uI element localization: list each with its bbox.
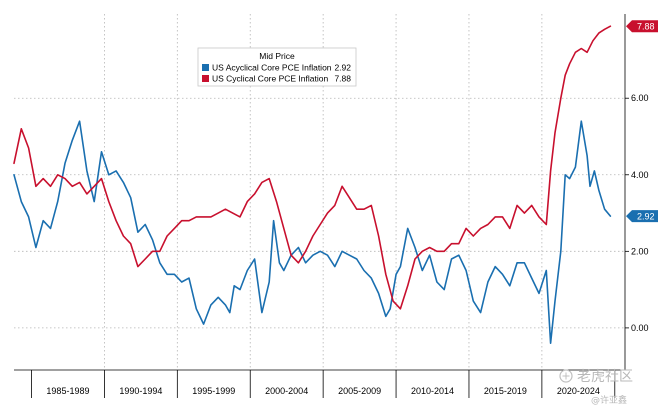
last-value-tag-acyclical-text: 2.92 — [637, 211, 655, 221]
legend-box — [197, 47, 357, 87]
y-tick-label: 4.00 — [631, 170, 649, 180]
axes — [14, 14, 629, 398]
watermark-brand: 老虎社区 — [577, 369, 633, 385]
last-value-tag-cyclical-text: 7.88 — [637, 21, 655, 31]
watermark: 老虎社区 @许亚鑫 — [559, 369, 633, 406]
last-value-tag-cyclical: 7.88 — [626, 20, 658, 33]
legend-swatch-cyclical — [202, 75, 209, 82]
x-tick-label: 1990-1994 — [119, 386, 162, 396]
tiger-logo-icon — [559, 369, 573, 383]
last-value-tag-acyclical-shape — [626, 210, 658, 223]
legend-label-cyclical: US Cyclical Core PCE Inflation — [212, 74, 328, 84]
last-value-tag-cyclical-shape — [626, 20, 658, 33]
y-tick-label: 6.00 — [631, 93, 649, 103]
legend-title: Mid Price — [259, 51, 295, 61]
x-tick-label: 2005-2009 — [338, 386, 381, 396]
last-value-tag-acyclical: 2.92 — [626, 210, 658, 223]
x-tick-label: 2020-2024 — [557, 386, 600, 396]
legend-value-cyclical: 7.88 — [334, 74, 351, 84]
x-tick-label: 2010-2014 — [411, 386, 454, 396]
series-lines — [13, 25, 612, 345]
watermark-author: @许亚鑫 — [591, 394, 627, 406]
x-tick-label: 1985-1989 — [46, 386, 89, 396]
y-tick-label: 2.00 — [631, 246, 649, 256]
legend-label-acyclical: US Acyclical Core PCE Inflation — [212, 63, 332, 73]
x-tick-label: 2015-2019 — [484, 386, 527, 396]
axis-labels: 0.00 2.00 4.00 6.00 1985-1989 1990-1994 1995-1… — [46, 93, 648, 396]
legend-swatch-acyclical — [202, 64, 209, 71]
series-line-cyclical — [13, 25, 612, 310]
legend-value-acyclical: 2.92 — [334, 63, 351, 73]
series-line-acyclical — [13, 120, 612, 345]
legend: Mid Price US Acyclical Core PCE Inflatio… — [197, 47, 357, 87]
y-tick-label: 0.00 — [631, 323, 649, 333]
x-tick-label: 1995-1999 — [192, 386, 235, 396]
x-tick-label: 2000-2004 — [265, 386, 308, 396]
